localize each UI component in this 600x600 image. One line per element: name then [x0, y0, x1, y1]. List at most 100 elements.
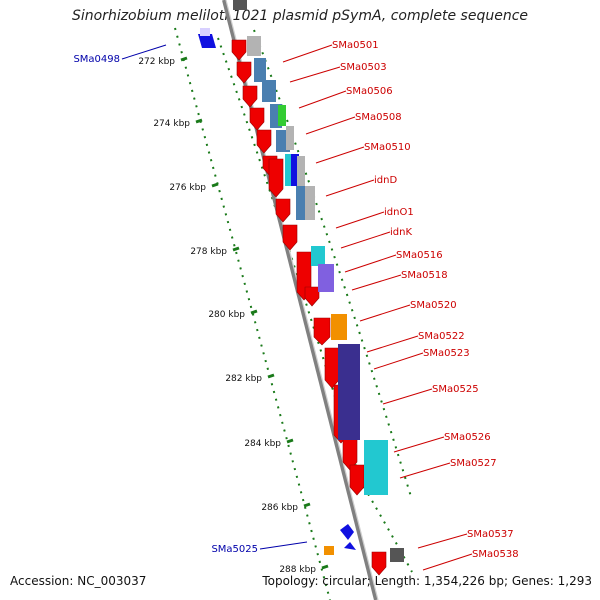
- gene-label-leader: [373, 352, 424, 370]
- gene-label-leader: [305, 116, 356, 135]
- scale-tick: [180, 56, 188, 62]
- scale-label: 272 kbp: [138, 57, 175, 67]
- cog-feature-box: [262, 80, 276, 102]
- cds-arrow: [282, 224, 298, 251]
- cds-arrow: [249, 107, 265, 131]
- genes-count-label: Genes: 1,293: [511, 574, 592, 588]
- feature-sma0498-cap: [200, 28, 210, 36]
- gene-label: SMa0525: [432, 384, 479, 395]
- gene-label: SMa0516: [396, 250, 443, 261]
- gene-label-left: SMa0498: [73, 54, 120, 65]
- map-title: Sinorhizobium meliloti 1021 plasmid pSym…: [71, 8, 529, 24]
- gene-label: idnD: [374, 175, 397, 186]
- cog-feature-box: [305, 186, 315, 220]
- cog-feature-box: [331, 314, 347, 340]
- cds-arrow: [349, 464, 365, 496]
- cog-feature-box: [285, 154, 293, 186]
- scale-label: 284 kbp: [244, 439, 281, 449]
- gene-label: SMa0523: [423, 348, 470, 359]
- backbone-highlight: [225, 0, 379, 600]
- cds-arrow: [324, 347, 340, 389]
- gene-label-leader: [298, 90, 347, 109]
- gene-label: SMa0522: [418, 331, 465, 342]
- gene-label-leader: [289, 66, 341, 83]
- cds-arrow: [236, 61, 252, 84]
- scale-tick: [321, 564, 329, 570]
- feature-sma0498: [198, 34, 216, 48]
- feature-lane-outer-lower: [359, 479, 413, 573]
- scale-tick: [286, 438, 294, 444]
- scale-label: 288 kbp: [279, 565, 316, 575]
- scale-tick: [303, 502, 311, 508]
- gene-label: SMa0510: [364, 142, 411, 153]
- feature-sma5025-b: [344, 542, 356, 550]
- cds-arrow: [256, 129, 272, 154]
- gene-label-leader: [382, 388, 433, 405]
- cds-arrow: [268, 158, 284, 198]
- gene-label-leader: [340, 231, 391, 249]
- gene-label-leader: [351, 274, 402, 291]
- cog-feature-box: [286, 126, 294, 150]
- gene-label: SMa0501: [332, 40, 379, 51]
- gene-label: SMa0508: [355, 112, 402, 123]
- gene-label-leader: [335, 211, 385, 229]
- gene-label-leader: [359, 304, 411, 322]
- gene-label-leader-left: [259, 541, 308, 550]
- scale-tick: [232, 246, 240, 252]
- cds-arrow: [371, 551, 387, 576]
- gene-label: SMa0527: [450, 458, 497, 469]
- backbone: [222, 0, 379, 600]
- cog-feature-box: [254, 58, 266, 82]
- cog-feature-box: [278, 105, 286, 126]
- scale-label: 280 kbp: [208, 310, 245, 320]
- gene-label-leader: [315, 146, 365, 164]
- gene-label-leader: [399, 462, 451, 479]
- cog-feature-box: [338, 344, 360, 440]
- feature-sma5025-a: [340, 524, 354, 540]
- cds-arrow: [242, 85, 258, 108]
- gene-label: SMa0526: [444, 432, 491, 443]
- scale-ruler: 272 kbp 274 kbp 276 kbp 278 kbp 280 kbp 282 k…: [138, 56, 329, 575]
- topology-label: Topology: circular;: [262, 574, 371, 588]
- feature-sma5025-c: [324, 546, 334, 555]
- gene-label: idnK: [390, 227, 412, 238]
- scale-label: 278 kbp: [190, 247, 227, 257]
- scale-label: 274 kbp: [153, 119, 190, 129]
- cds-arrow: [275, 198, 291, 223]
- gene-label: SMa0520: [410, 300, 457, 311]
- genome-summary: Topology: circular; Length: 1,354,226 bp…: [262, 574, 592, 588]
- gene-label-leader-left: [121, 44, 167, 60]
- length-label: Length: 1,354,226 bp;: [374, 574, 509, 588]
- cds-arrow: [313, 317, 331, 346]
- cog-feature-box: [291, 154, 299, 186]
- gene-label: SMa0537: [467, 529, 514, 540]
- scale-label: 282 kbp: [225, 374, 262, 384]
- scale-tick: [195, 118, 203, 124]
- gene-label-leader: [393, 436, 445, 453]
- gene-labels: SMa0501 SMa0503 SMa0506 SMa0508 SMa0510 idnD i…: [73, 40, 519, 571]
- gene-label: SMa0506: [346, 86, 393, 97]
- backbone-line: [222, 0, 378, 600]
- scale-tick: [211, 182, 219, 188]
- cog-feature-box: [390, 548, 404, 562]
- cog-feature-box: [364, 440, 388, 495]
- cog-feature-box: [233, 0, 247, 10]
- gene-label-leader: [422, 553, 473, 571]
- scale-tick: [250, 309, 258, 315]
- gene-label-leader: [344, 254, 397, 273]
- gene-label: SMa0503: [340, 62, 387, 73]
- cog-feature-box: [297, 156, 305, 188]
- cds-arrow: [231, 39, 247, 61]
- gene-label-leader: [325, 179, 375, 197]
- scale-label: 276 kbp: [169, 183, 206, 193]
- cog-track: [198, 0, 404, 562]
- accession-label: Accession: NC_003037: [10, 574, 147, 588]
- feature-lanes: [174, 27, 413, 600]
- gene-label: SMa0538: [472, 549, 519, 560]
- gene-label-leader: [366, 335, 419, 353]
- scale-label: 286 kbp: [261, 503, 298, 513]
- gene-label: idnO1: [384, 207, 414, 218]
- cog-feature-box: [311, 246, 325, 266]
- cog-feature-box: [247, 36, 261, 56]
